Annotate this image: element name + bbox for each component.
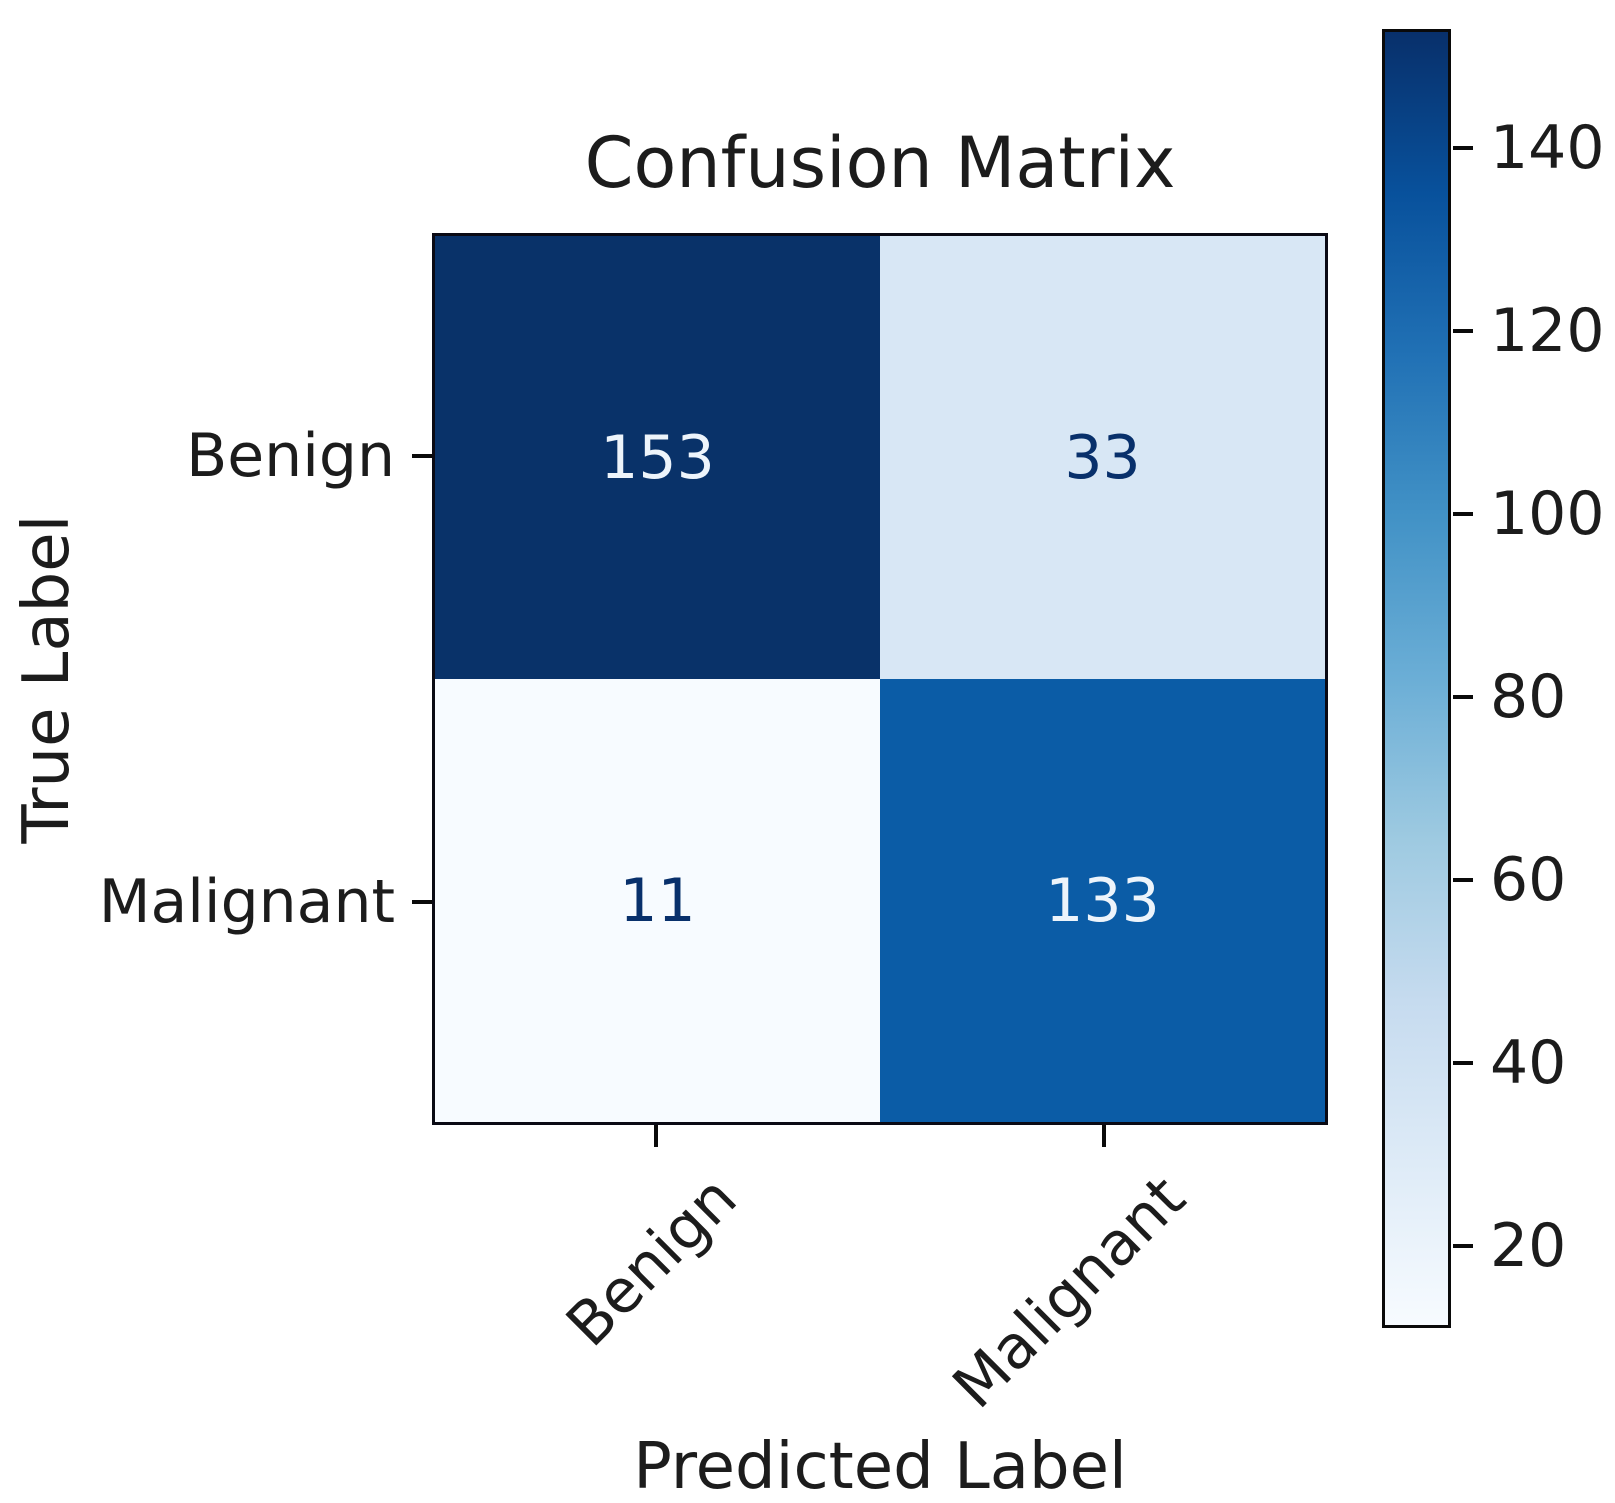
colorbar-tick-label-120: 120 xyxy=(1490,296,1605,366)
y-axis-tick-mark xyxy=(412,900,432,904)
colorbar-tick-mark xyxy=(1453,1244,1473,1248)
x-axis-tick-mark xyxy=(654,1125,658,1147)
x-axis-label: Predicted Label xyxy=(633,1430,1127,1503)
colorbar-tick-mark xyxy=(1453,146,1473,150)
colorbar-tick-mark xyxy=(1453,695,1473,699)
y-axis-label: True Label xyxy=(10,514,84,844)
heatmap-cell-true-benign-pred-benign: 153 xyxy=(435,236,880,679)
colorbar-tick-label-20: 20 xyxy=(1490,1211,1567,1281)
heatmap-cell-true-malignant-pred-malignant: 133 xyxy=(880,679,1325,1122)
colorbar-tick-mark xyxy=(1453,512,1473,516)
colorbar-tick-mark xyxy=(1453,1061,1473,1065)
heatmap-cell-true-malignant-pred-benign: 11 xyxy=(435,679,880,1122)
y-tick-label-benign: Benign xyxy=(186,421,395,491)
colorbar-gradient xyxy=(1382,29,1451,1328)
chart-title: Confusion Matrix xyxy=(584,122,1176,204)
colorbar-tick-mark xyxy=(1453,878,1473,882)
colorbar-tick-label-40: 40 xyxy=(1490,1028,1567,1098)
colorbar-tick-label-80: 80 xyxy=(1490,662,1567,732)
y-axis-tick-mark xyxy=(412,454,432,458)
x-tick-label-benign: Benign xyxy=(553,1163,751,1361)
colorbar-tick-mark xyxy=(1453,329,1473,333)
colorbar-tick-label-60: 60 xyxy=(1490,845,1567,915)
colorbar-tick-label-140: 140 xyxy=(1490,113,1605,183)
heatmap-cell-true-benign-pred-malignant: 33 xyxy=(880,236,1325,679)
x-axis-tick-mark xyxy=(1102,1125,1106,1147)
x-tick-label-malignant: Malignant xyxy=(939,1163,1199,1423)
y-tick-label-malignant: Malignant xyxy=(98,867,395,937)
colorbar-tick-label-100: 100 xyxy=(1490,479,1605,549)
heatmap-grid: 153 33 11 133 xyxy=(432,233,1328,1125)
